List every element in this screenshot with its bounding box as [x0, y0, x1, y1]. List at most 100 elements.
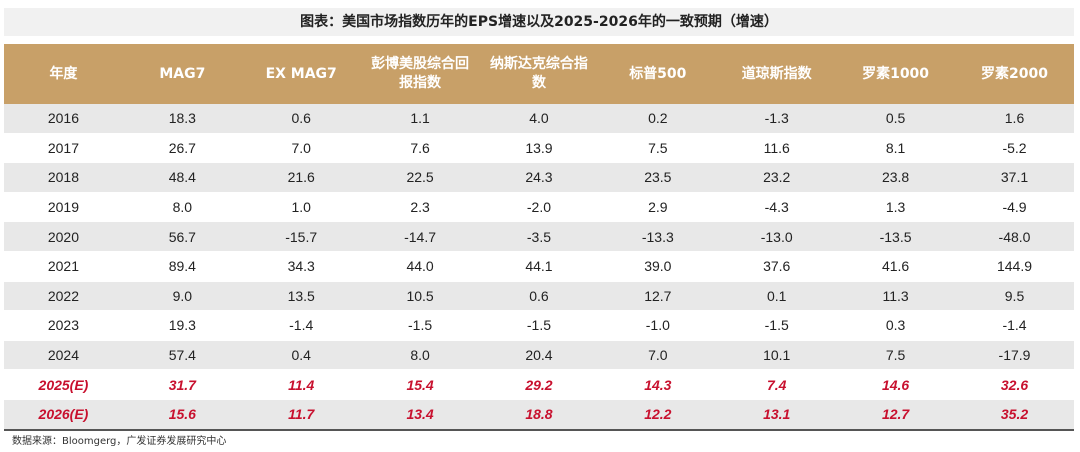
table-body: 2016 18.3 0.6 1.1 4.0 0.2 -1.3 0.5 1.6 2017 26.7 7.…	[4, 104, 1074, 431]
header-bloomberg-us: 彭博美股综合回报指数	[360, 44, 480, 104]
value-cell: 29.2	[479, 369, 599, 400]
value-cell: -5.2	[955, 133, 1074, 164]
header-mag7: MAG7	[122, 44, 242, 104]
value-cell: 8.0	[360, 340, 480, 371]
value-cell: 7.4	[717, 369, 837, 400]
value-cell: 7.6	[360, 133, 480, 164]
table-title: 图表：美国市场指数历年的EPS增速以及2025-2026年的一致预期（增速）	[4, 8, 1074, 36]
value-cell: -3.5	[479, 221, 599, 252]
year-cell: 2021	[4, 251, 123, 282]
value-cell: 37.1	[955, 162, 1074, 193]
value-cell: -1.5	[717, 310, 837, 341]
value-cell: 21.6	[241, 162, 361, 193]
table-row: 2021 89.4 34.3 44.0 44.1 39.0 37.6 41.6 144.9	[4, 251, 1074, 282]
value-cell: -48.0	[955, 221, 1074, 252]
table-row: 2024 57.4 0.4 8.0 20.4 7.0 10.1 7.5 -17.9	[4, 340, 1074, 371]
value-cell: 13.1	[717, 399, 837, 431]
value-cell: 144.9	[955, 251, 1074, 282]
value-cell: 8.1	[836, 133, 955, 164]
value-cell: 7.0	[241, 133, 361, 164]
value-cell: -14.7	[360, 221, 480, 252]
value-cell: 35.2	[955, 399, 1074, 431]
value-cell: 12.7	[836, 399, 955, 431]
value-cell: 10.5	[360, 281, 480, 312]
value-cell: 15.4	[360, 369, 480, 400]
year-cell: 2018	[4, 162, 123, 193]
value-cell: -13.0	[717, 221, 837, 252]
value-cell: 9.0	[122, 281, 242, 312]
value-cell: 0.4	[241, 340, 361, 371]
value-cell: 1.0	[241, 192, 361, 223]
value-cell: 22.5	[360, 162, 480, 193]
value-cell: -2.0	[479, 192, 599, 223]
value-cell: 20.4	[479, 340, 599, 371]
value-cell: 12.2	[598, 399, 718, 431]
value-cell: 15.6	[122, 399, 242, 431]
year-cell: 2017	[4, 133, 123, 164]
table-row: 2023 19.3 -1.4 -1.5 -1.5 -1.0 -1.5 0.3 -1.4	[4, 310, 1074, 341]
value-cell: -13.3	[598, 221, 718, 252]
value-cell: -1.4	[241, 310, 361, 341]
header-russell2000: 罗素2000	[955, 44, 1074, 104]
value-cell: -13.5	[836, 221, 955, 252]
value-cell: 0.1	[717, 281, 837, 312]
value-cell: 10.1	[717, 340, 837, 371]
value-cell: 12.7	[598, 281, 718, 312]
header-russell1000: 罗素1000	[836, 44, 955, 104]
year-cell: 2025(E)	[4, 369, 123, 400]
source-note: 数据来源：Bloomgerg，广发证券发展研究中心	[12, 436, 227, 447]
year-cell: 2023	[4, 310, 123, 341]
value-cell: 56.7	[122, 221, 242, 252]
value-cell: 4.0	[479, 104, 599, 134]
year-cell: 2024	[4, 340, 123, 371]
value-cell: 31.7	[122, 369, 242, 400]
value-cell: 13.4	[360, 399, 480, 431]
value-cell: 7.5	[598, 133, 718, 164]
value-cell: 8.0	[122, 192, 242, 223]
value-cell: 32.6	[955, 369, 1074, 400]
year-cell: 2020	[4, 221, 123, 252]
value-cell: 39.0	[598, 251, 718, 282]
value-cell: 0.3	[836, 310, 955, 341]
value-cell: 0.2	[598, 104, 718, 134]
value-cell: 13.9	[479, 133, 599, 164]
table-row: 2019 8.0 1.0 2.3 -2.0 2.9 -4.3 1.3 -4.9	[4, 192, 1074, 223]
value-cell: 2.3	[360, 192, 480, 223]
value-cell: 14.6	[836, 369, 955, 400]
table-row: 2017 26.7 7.0 7.6 13.9 7.5 11.6 8.1 -5.2	[4, 133, 1074, 164]
table-row: 2022 9.0 13.5 10.5 0.6 12.7 0.1 11.3 9.5	[4, 281, 1074, 312]
value-cell: 11.6	[717, 133, 837, 164]
value-cell: 23.2	[717, 162, 837, 193]
value-cell: 2.9	[598, 192, 718, 223]
value-cell: -1.3	[717, 104, 837, 134]
header-ex-mag7: EX MAG7	[241, 44, 361, 104]
table-row: 2025(E) 31.7 11.4 15.4 29.2 14.3 7.4 14.6 32.6	[4, 369, 1074, 400]
value-cell: 44.0	[360, 251, 480, 282]
value-cell: 18.3	[122, 104, 242, 134]
value-cell: 19.3	[122, 310, 242, 341]
header-sp500: 标普500	[598, 44, 718, 104]
header-dow-jones: 道琼斯指数	[717, 44, 837, 104]
value-cell: 0.5	[836, 104, 955, 134]
value-cell: 24.3	[479, 162, 599, 193]
year-cell: 2022	[4, 281, 123, 312]
value-cell: 1.6	[955, 104, 1074, 134]
table-row: 2016 18.3 0.6 1.1 4.0 0.2 -1.3 0.5 1.6	[4, 104, 1074, 134]
value-cell: 41.6	[836, 251, 955, 282]
value-cell: 14.3	[598, 369, 718, 400]
value-cell: 11.7	[241, 399, 361, 431]
value-cell: 89.4	[122, 251, 242, 282]
value-cell: 1.3	[836, 192, 955, 223]
value-cell: 7.5	[836, 340, 955, 371]
value-cell: -1.5	[360, 310, 480, 341]
eps-growth-table: 年度 MAG7 EX MAG7 彭博美股综合回报指数 纳斯达克综合指数 标普50…	[4, 44, 1074, 431]
header-row: 年度 MAG7 EX MAG7 彭博美股综合回报指数 纳斯达克综合指数 标普50…	[4, 44, 1074, 104]
value-cell: 1.1	[360, 104, 480, 134]
year-cell: 2016	[4, 104, 123, 134]
header-nasdaq: 纳斯达克综合指数	[479, 44, 599, 104]
value-cell: 37.6	[717, 251, 837, 282]
value-cell: 13.5	[241, 281, 361, 312]
value-cell: 57.4	[122, 340, 242, 371]
value-cell: -4.3	[717, 192, 837, 223]
